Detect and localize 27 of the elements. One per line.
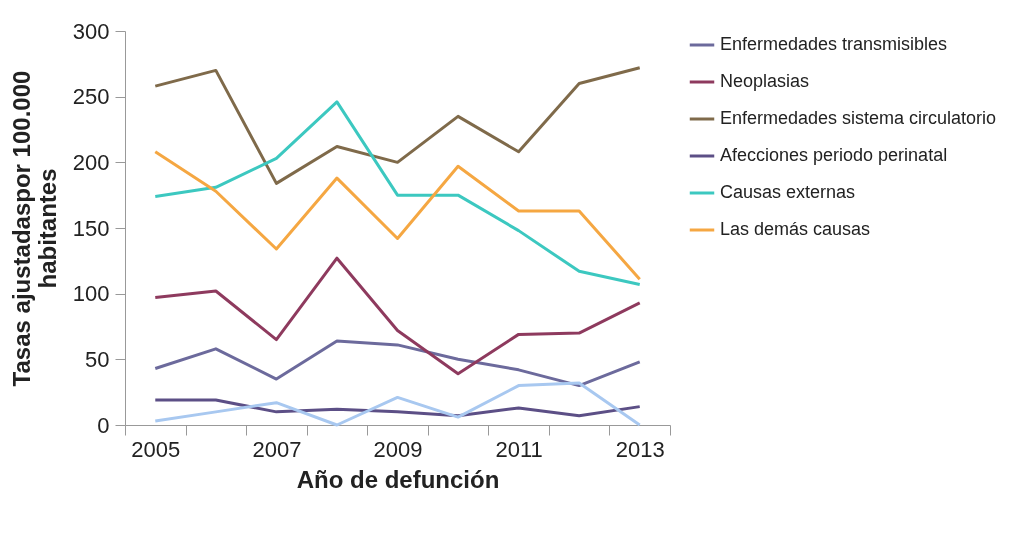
- line-series: [153, 256, 642, 376]
- y-tick-label: 100: [72, 281, 110, 307]
- legend-label: Afecciones periodo perinatal: [720, 145, 948, 165]
- line-series: [153, 339, 642, 388]
- y-tick-label: 150: [72, 215, 110, 241]
- line-series: [153, 150, 642, 281]
- legend-label: Enfermedades transmisibles: [720, 34, 948, 54]
- legend-label: Las demás causas: [720, 219, 871, 239]
- x-tick-label: 2009: [373, 436, 423, 462]
- y-tick-label: 50: [85, 346, 110, 372]
- line-series: [153, 100, 642, 286]
- legend-label: Neoplasias: [720, 71, 810, 91]
- line-series: [153, 398, 642, 418]
- x-tick-label: 2013: [615, 436, 665, 462]
- x-tick-label: 2007: [252, 436, 302, 462]
- y-axis-title: Tasas ajustadaspor 100.000 habitantes: [7, 70, 61, 387]
- x-tick-label: 2011: [495, 436, 543, 462]
- x-axis-title: Año de defunción: [296, 465, 500, 493]
- line-series: [153, 381, 642, 427]
- x-tick-label: 2005: [131, 436, 181, 462]
- y-tick-label: 200: [72, 149, 110, 175]
- y-tick-label: 0: [97, 412, 110, 438]
- y-tick-label: 300: [72, 18, 110, 44]
- line-series: [153, 66, 642, 185]
- legend-label: Causas externas: [720, 182, 856, 202]
- legend-label: Enfermedades sistema circulatorio: [720, 108, 997, 128]
- y-tick-label: 250: [72, 84, 110, 110]
